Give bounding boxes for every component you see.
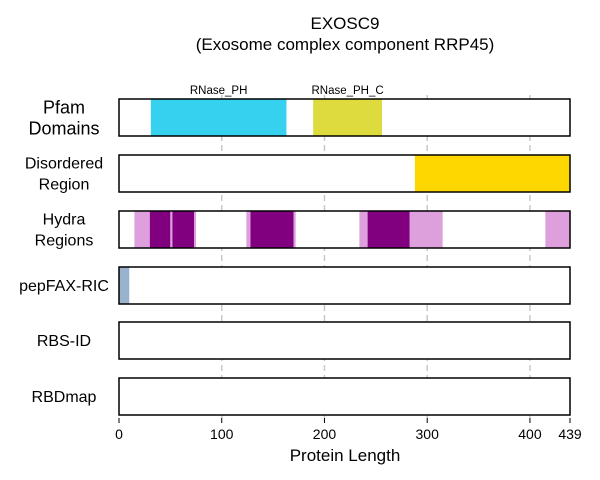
x-tick-label: 200 <box>313 426 337 442</box>
track-label: RBS-ID <box>37 333 91 350</box>
track-1: Disordered Region <box>25 154 571 194</box>
track-segment <box>250 211 294 248</box>
x-tick-label: 0 <box>115 426 123 442</box>
track-background <box>119 378 570 415</box>
track-segment <box>359 211 368 248</box>
track-segment <box>545 211 570 248</box>
track-3: pepFAX-RIC <box>19 266 571 305</box>
track-frame <box>118 98 571 137</box>
track-4: RBS-ID <box>37 321 571 360</box>
track-segment <box>150 99 287 136</box>
chart-title-line1: EXOSC9 <box>311 14 380 33</box>
track-segment <box>246 211 251 248</box>
track-label: Domains <box>28 118 99 138</box>
track-label: Regions <box>35 233 94 250</box>
track-segment <box>293 211 296 248</box>
x-tick-label: 300 <box>416 426 440 442</box>
track-frame <box>118 266 571 305</box>
track-2: Hydra Regions <box>35 210 571 250</box>
track-background <box>119 267 570 304</box>
track-label: Pfam <box>43 97 85 117</box>
track-segment <box>313 99 382 136</box>
track-segment <box>119 267 130 304</box>
domain-label: RNase_PH_C <box>311 85 383 97</box>
track-label: RBDmap <box>32 389 97 406</box>
track-frame <box>118 321 571 360</box>
x-tick-label: 439 <box>558 426 582 442</box>
track-segment <box>134 211 150 248</box>
x-tick-label: 100 <box>210 426 234 442</box>
track-segment <box>193 211 197 248</box>
track-segment <box>409 211 443 248</box>
track-label: Region <box>39 177 90 194</box>
track-label: Hydra <box>43 212 86 229</box>
track-frame <box>118 210 571 249</box>
track-frame <box>118 154 571 193</box>
track-segment <box>367 211 410 248</box>
track-label: Disordered <box>25 156 103 173</box>
track-background <box>119 322 570 359</box>
chart-title-line2: (Exosome complex component RRP45) <box>196 35 495 54</box>
x-axis-label: Protein Length <box>290 446 401 465</box>
x-tick-label: 400 <box>518 426 542 442</box>
track-frame <box>118 377 571 416</box>
track-segment <box>414 155 570 192</box>
track-label: pepFAX-RIC <box>19 278 109 295</box>
grid-layer <box>220 95 531 418</box>
track-segment <box>149 211 171 248</box>
x-axis: 0 100 200 300 400 439 <box>115 418 582 442</box>
track-5: RBDmap <box>32 377 571 416</box>
track-segment <box>172 211 194 248</box>
track-segment <box>170 211 173 248</box>
domain-label: RNase_PH <box>190 85 248 97</box>
